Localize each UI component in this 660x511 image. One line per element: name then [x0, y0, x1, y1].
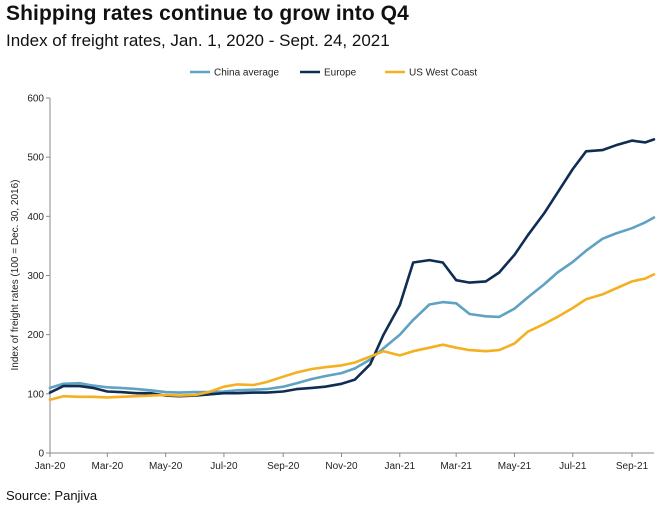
- series-lines: [48, 138, 656, 402]
- series-line-europe: [48, 138, 656, 398]
- series-line-china-average: [48, 216, 656, 394]
- x-tick-label: May-20: [149, 461, 183, 472]
- y-tick-label: 600: [27, 94, 44, 105]
- x-axis: Jan-20 Mar-20 May-20 Jul-20 Sep-20 Nov-20 Jan-…: [35, 452, 654, 472]
- y-tick-label: 100: [27, 389, 44, 400]
- y-axis: 0 100 200 300 400 500 600: [27, 94, 51, 460]
- x-tick-label: Sep-20: [267, 461, 300, 472]
- y-tick-label: 400: [27, 212, 44, 223]
- legend: China average Europe US West Coast: [190, 68, 477, 79]
- y-tick-label: 500: [27, 153, 44, 164]
- x-tick-label: Mar-21: [440, 461, 472, 472]
- x-tick-label: Jul-21: [559, 461, 587, 472]
- x-tick-label: Jan-20: [35, 461, 66, 472]
- x-tick-label: Jan-21: [384, 461, 415, 472]
- legend-label-us-west-coast: US West Coast: [409, 68, 477, 79]
- x-tick-label: May-21: [498, 461, 532, 472]
- y-axis-title: Index of freight rates (100 = Dec. 30, 2…: [10, 180, 21, 371]
- y-tick-label: 300: [27, 271, 44, 282]
- source-note: Source: Panjiva: [6, 488, 98, 503]
- legend-label-europe: Europe: [324, 68, 357, 79]
- x-tick-label: Jul-20: [210, 461, 238, 472]
- y-tick-label: 200: [27, 330, 44, 341]
- series-line-us-west-coast: [48, 272, 656, 402]
- y-tick-label: 0: [38, 449, 44, 460]
- x-tick-label: Sep-21: [616, 461, 649, 472]
- chart-subtitle: Index of freight rates, Jan. 1, 2020 - S…: [6, 31, 390, 50]
- legend-label-china-average: China average: [214, 68, 279, 79]
- x-tick-label: Nov-20: [325, 461, 358, 472]
- chart-title: Shipping rates continue to grow into Q4: [6, 2, 409, 25]
- x-tick-label: Mar-20: [91, 461, 123, 472]
